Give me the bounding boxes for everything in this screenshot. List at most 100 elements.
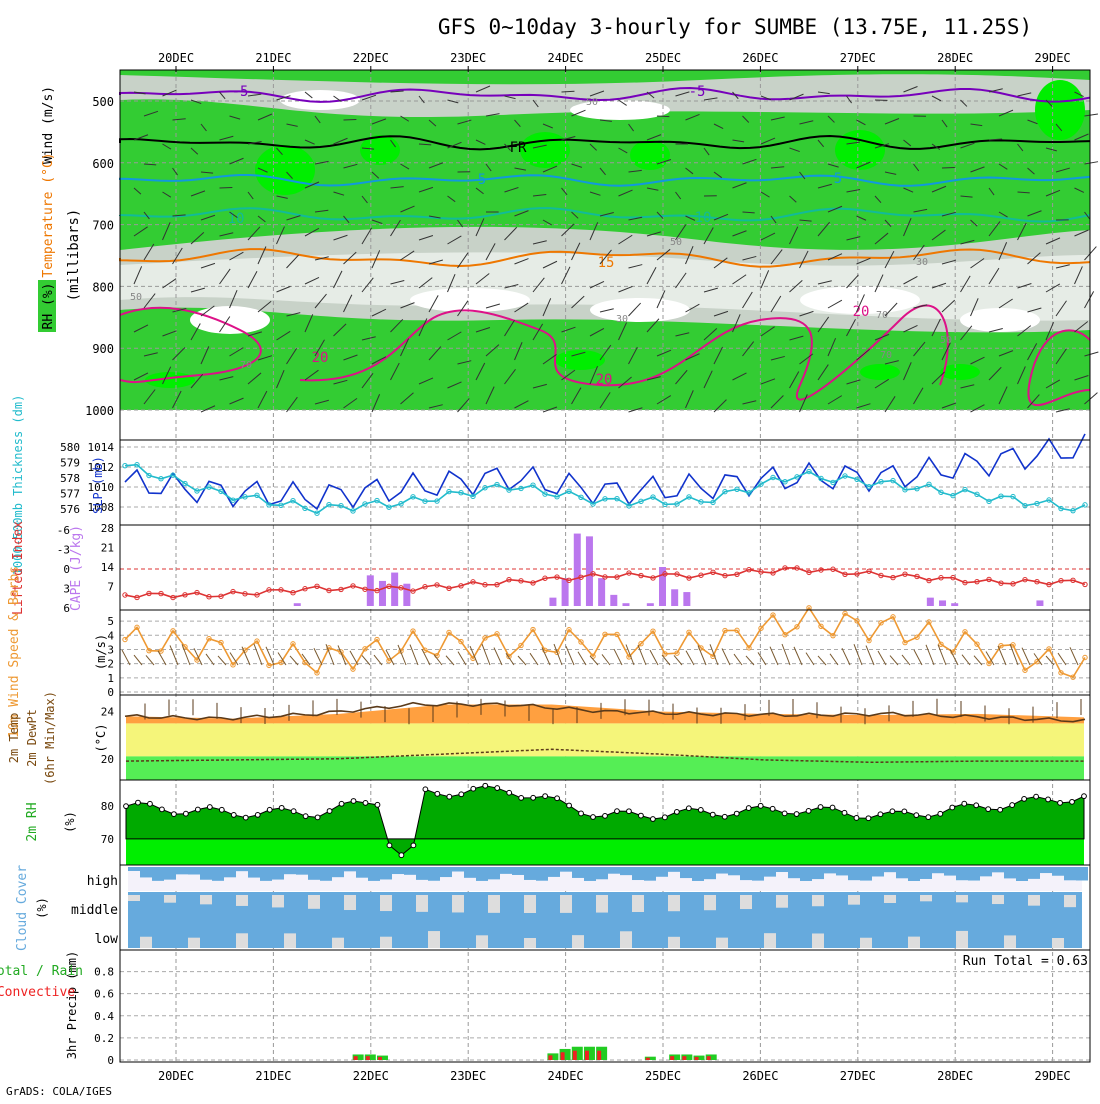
date-label-bottom: 20DEC: [158, 1069, 194, 1083]
rh2m-point: [495, 786, 500, 791]
cape-bar: [939, 600, 946, 606]
rh2m-point: [243, 815, 248, 820]
rh2m-point: [579, 811, 584, 816]
rh2m-point: [770, 806, 775, 811]
date-label-top: 25DEC: [645, 51, 681, 65]
contour-label: FR: [510, 140, 527, 156]
rh2m-point: [339, 801, 344, 806]
date-label-bottom: 29DEC: [1035, 1069, 1071, 1083]
rh2m-point: [519, 796, 524, 801]
cloud-high-bar: [584, 867, 596, 881]
cloud-high-bar: [452, 867, 464, 872]
cloud-high-bar: [188, 867, 200, 875]
surface-wind-barb: [758, 652, 766, 665]
wind-barb: [657, 116, 669, 117]
rh2m-point: [962, 801, 967, 806]
rh2m-point: [1010, 803, 1015, 808]
cloud-high-bar: [908, 867, 920, 881]
contour-label: 10: [228, 211, 245, 227]
thickness-tick-label: 579: [60, 457, 80, 470]
cloud-high-bar: [284, 867, 296, 874]
surface-wind-barb: [410, 645, 418, 665]
cloud-low-gap: [812, 933, 824, 948]
rh2m-point: [746, 806, 751, 811]
wind-tick-label: 4: [107, 629, 114, 642]
surface-wind-barb: [554, 644, 562, 665]
cloud-mid-gap: [812, 895, 824, 906]
date-label-top: 21DEC: [255, 51, 291, 65]
rh2m-point: [291, 809, 296, 814]
cloud-high-bar: [764, 867, 776, 877]
cloud-high-bar: [320, 867, 332, 881]
rh2m-point: [794, 812, 799, 817]
wind-barb: [344, 119, 357, 120]
precip-convective-bar: [585, 1051, 589, 1060]
cloud-high-bar: [704, 867, 716, 879]
cloud-high-bar: [644, 867, 656, 881]
precip-tick-label: 0.8: [94, 966, 114, 979]
cloud-high-bar: [212, 867, 224, 881]
cloud-high-bar: [680, 867, 692, 878]
rh2m-point: [651, 817, 656, 822]
ylabel-temp2m: 2m Temp: [7, 713, 21, 764]
wind-tick-label: 3: [107, 643, 114, 656]
cloud-high-bar: [896, 867, 908, 878]
pressure-tick-label: 500: [92, 95, 114, 109]
contour-label: 5: [478, 172, 486, 188]
contour-label: 70: [880, 350, 892, 361]
rh2m-point: [854, 816, 859, 821]
li-tick-label: -6: [57, 524, 70, 537]
cape-bar: [586, 536, 593, 606]
cloud-high-bar: [1028, 867, 1040, 879]
precip-convective-bar: [597, 1051, 601, 1060]
cloud-high-bar: [560, 867, 572, 872]
pressure-tick-label: 800: [92, 280, 114, 294]
rh2m-point: [938, 811, 943, 816]
dewpoint-band: [126, 756, 1084, 780]
contour-label: 30: [916, 257, 928, 268]
rh2m-point: [806, 808, 811, 813]
wind-tick-label: 1: [107, 672, 114, 685]
cloud-high-bar: [740, 867, 752, 880]
ylabel-wind10: 10m Wind Speed & Barbs: [7, 566, 22, 738]
cloud-high-bar: [956, 867, 968, 880]
surface-wind-barb: [122, 650, 130, 665]
cloud-high-bar: [428, 867, 440, 881]
surface-wind-barb: [458, 652, 466, 665]
cloud-high-bar: [416, 867, 428, 880]
surface-wind-barb: [614, 649, 622, 665]
date-label-top: 20DEC: [158, 51, 194, 65]
rh2m-point: [136, 800, 141, 805]
cloud-high-bar: [296, 867, 308, 875]
rh2m-point: [866, 816, 871, 821]
rh2m-point: [172, 812, 177, 817]
cloud-low-gap: [332, 938, 344, 948]
surface-wind-barb: [170, 645, 178, 665]
thickness-tick-label: 580: [60, 441, 80, 454]
cape-bar: [549, 598, 556, 606]
thickness-line: [125, 465, 1085, 513]
pressure-tick-label: 900: [92, 342, 114, 356]
cloud-high-bar: [668, 867, 680, 872]
cloud-high-bar: [776, 867, 788, 872]
panel-frame-slp: [120, 440, 1090, 525]
rh2m-point: [555, 796, 560, 801]
cloud-high-bar: [992, 867, 1004, 872]
cloud-mid-gap: [992, 895, 1004, 904]
rh2m-point: [483, 783, 488, 788]
cape-bar: [379, 581, 386, 606]
precip-convective-bar: [366, 1056, 370, 1060]
cloud-high-bar: [572, 867, 584, 878]
rh2m-point: [183, 811, 188, 816]
cloud-low-gap: [524, 938, 536, 948]
surface-wind-barb: [314, 648, 322, 665]
cloud-high-bar: [140, 867, 152, 877]
cloud-high-bar: [1052, 867, 1064, 876]
rh2m-tick-label: 70: [101, 833, 114, 846]
rh2m-point: [447, 794, 452, 799]
rh2m-point: [423, 787, 428, 792]
rh2m-low-band: [126, 839, 1084, 865]
rh2m-point: [435, 791, 440, 796]
surface-wind-barb: [722, 648, 730, 665]
cloud-high-bar: [872, 867, 884, 876]
